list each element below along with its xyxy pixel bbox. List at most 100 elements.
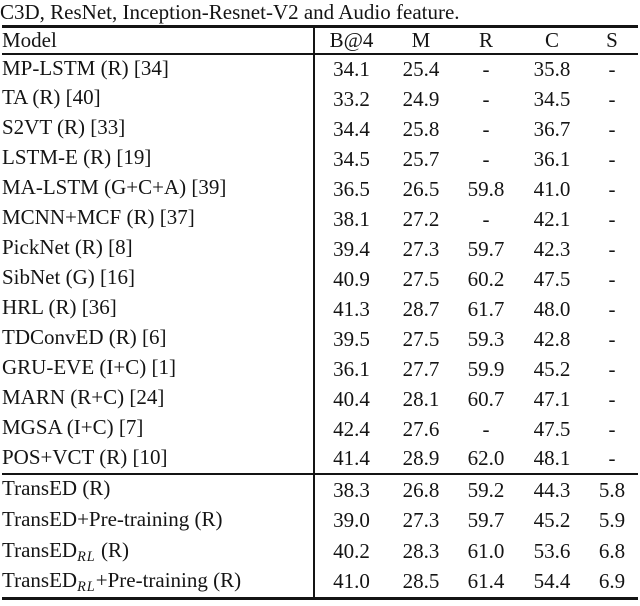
- table-row: TransED (R) 38.3 26.8 59.2 44.3 5.8: [2, 473, 638, 505]
- col-header-cider: C: [518, 26, 586, 55]
- meteor-cell: 26.8: [388, 473, 454, 505]
- rouge-cell: -: [482, 206, 490, 231]
- bleu4-cell: 38.1: [333, 206, 370, 231]
- model-cell: TransEDRL (R): [2, 536, 315, 567]
- meteor-cell: 27.3: [402, 508, 440, 532]
- model-cell: POS+VCT (R) [10]: [2, 444, 315, 474]
- table-row: TA (R) [40] 33.2 24.9 - 34.5 -: [2, 84, 638, 114]
- model-name: TDConvED (R) [6]: [2, 325, 167, 349]
- meteor-cell: 28.9: [402, 446, 440, 470]
- meteor-cell: 27.5: [402, 266, 440, 291]
- spice-cell: -: [608, 356, 616, 381]
- rouge-cell: -: [482, 416, 490, 441]
- table-row: PickNet (R) [8] 39.4 27.3 59.7 42.3 -: [2, 234, 638, 264]
- model-cell: MA-LSTM (G+C+A) [39]: [2, 174, 315, 204]
- model-name: TA (R) [40]: [2, 85, 101, 109]
- col-header-meteor: M: [388, 26, 454, 55]
- meteor-cell: 25.7: [402, 146, 440, 171]
- meteor-cell: 25.8: [402, 116, 440, 141]
- meteor-cell: 28.1: [402, 386, 440, 411]
- cider-cell: 45.2: [533, 508, 571, 532]
- rouge-cell: 60.7: [467, 386, 505, 411]
- cider-cell: 35.8: [533, 57, 571, 81]
- table-header-row: Model B@4 M R C S: [2, 26, 638, 55]
- rouge-cell: 61.4: [467, 569, 505, 594]
- rouge-cell: 60.2: [467, 266, 505, 291]
- meteor-cell: 28.5: [402, 569, 440, 594]
- bleu4-cell: 42.4: [333, 416, 370, 441]
- model-name-suffix: +Pre-training (R): [95, 567, 242, 592]
- cider-cell: 41.0: [533, 176, 571, 201]
- cider-cell: 47.5: [533, 266, 571, 291]
- model-cell: S2VT (R) [33]: [2, 114, 315, 144]
- model-cell: TransED (R): [2, 473, 315, 505]
- rouge-cell: 59.7: [467, 236, 505, 261]
- cider-cell: 48.0: [533, 296, 571, 321]
- table-row: MA-LSTM (G+C+A) [39] 36.5 26.5 59.8 41.0…: [2, 174, 638, 204]
- spice-cell: 6.8: [598, 539, 626, 563]
- meteor-cell: 27.6: [402, 416, 440, 441]
- model-name: MA-LSTM (G+C+A) [39]: [2, 175, 227, 199]
- results-table: Model B@4 M R C S MP-LSTM (R) [34] 34.1 …: [2, 25, 638, 600]
- model-cell: MP-LSTM (R) [34]: [2, 54, 315, 84]
- rouge-cell: 59.2: [454, 473, 518, 505]
- spice-cell: -: [608, 146, 616, 171]
- meteor-cell: 24.9: [402, 86, 440, 111]
- rouge-cell: 59.8: [467, 176, 505, 201]
- model-name: MCNN+MCF (R) [37]: [2, 205, 195, 229]
- spice-cell: 5.9: [598, 508, 626, 532]
- table-caption: C3D, ResNet, Inception-Resnet-V2 and Aud…: [0, 0, 460, 24]
- model-cell: MGSA (I+C) [7]: [2, 414, 315, 444]
- rouge-cell: -: [482, 86, 490, 111]
- bleu4-cell: 40.2: [333, 539, 370, 563]
- spice-cell: -: [608, 446, 616, 470]
- bleu4-cell: 34.1: [333, 57, 370, 81]
- cider-cell: 36.7: [533, 116, 571, 141]
- meteor-cell: 27.5: [402, 326, 440, 351]
- table-row: MGSA (I+C) [7] 42.4 27.6 - 47.5 -: [2, 414, 638, 444]
- spice-cell: -: [608, 57, 616, 81]
- meteor-cell: 25.4: [402, 57, 440, 81]
- model-cell: HRL (R) [36]: [2, 294, 315, 324]
- bleu4-cell: 40.4: [333, 386, 370, 411]
- model-subscript: RL: [77, 548, 96, 565]
- bleu4-cell: 39.4: [333, 236, 370, 261]
- bleu4-cell: 41.4: [333, 446, 370, 470]
- table-row: HRL (R) [36] 41.3 28.7 61.7 48.0 -: [2, 294, 638, 324]
- cider-cell: 42.1: [533, 206, 571, 231]
- model-name: TransED: [2, 567, 78, 592]
- bleu4-cell: 41.3: [333, 296, 370, 321]
- rouge-cell: 59.9: [467, 356, 505, 381]
- model-name: MARN (R+C) [24]: [2, 385, 165, 409]
- table-body: MP-LSTM (R) [34] 34.1 25.4 - 35.8 - TA (…: [2, 54, 638, 598]
- table-row: POS+VCT (R) [10] 41.4 28.9 62.0 48.1 -: [2, 444, 638, 474]
- bleu4-cell: 40.9: [333, 266, 370, 291]
- table-row: S2VT (R) [33] 34.4 25.8 - 36.7 -: [2, 114, 638, 144]
- model-cell: MARN (R+C) [24]: [2, 384, 315, 414]
- spice-cell: -: [608, 416, 616, 441]
- cider-cell: 47.1: [533, 386, 571, 411]
- cider-cell: 47.5: [533, 416, 571, 441]
- model-name: SibNet (G) [16]: [2, 265, 135, 289]
- rouge-cell: 61.0: [467, 539, 505, 563]
- cider-cell: 54.4: [533, 569, 571, 594]
- cider-cell: 42.8: [533, 326, 571, 351]
- table-row: LSTM-E (R) [19] 34.5 25.7 - 36.1 -: [2, 144, 638, 174]
- model-name-suffix: (R): [95, 537, 129, 562]
- col-header-model: Model: [2, 26, 315, 55]
- spice-cell: -: [608, 176, 616, 201]
- model-subscript: RL: [77, 578, 96, 595]
- bleu4-cell: 39.0: [333, 508, 370, 532]
- rouge-cell: -: [482, 57, 490, 81]
- rouge-cell: -: [482, 116, 490, 141]
- rouge-cell: 62.0: [467, 446, 505, 470]
- model-name: GRU-EVE (I+C) [1]: [2, 355, 176, 379]
- model-name: HRL (R) [36]: [2, 295, 117, 319]
- model-cell: SibNet (G) [16]: [2, 264, 315, 294]
- model-name: POS+VCT (R) [10]: [2, 444, 168, 469]
- rouge-cell: 61.7: [467, 296, 505, 321]
- spice-cell: -: [608, 296, 616, 321]
- spice-cell: -: [608, 326, 616, 351]
- model-cell: MCNN+MCF (R) [37]: [2, 204, 315, 234]
- meteor-cell: 27.2: [402, 206, 440, 231]
